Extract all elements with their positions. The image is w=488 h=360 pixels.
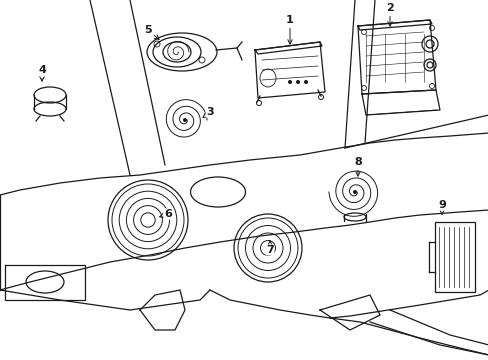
Circle shape <box>304 80 307 84</box>
Text: 6: 6 <box>160 209 172 219</box>
Circle shape <box>287 80 291 84</box>
Text: 5: 5 <box>144 25 159 40</box>
Text: 4: 4 <box>38 65 46 81</box>
Circle shape <box>183 118 186 122</box>
Text: 7: 7 <box>265 241 273 255</box>
Text: 8: 8 <box>353 157 361 176</box>
Text: 3: 3 <box>203 107 213 118</box>
Circle shape <box>295 80 299 84</box>
Text: 9: 9 <box>437 200 445 214</box>
Text: 1: 1 <box>285 15 293 44</box>
Bar <box>434 222 474 292</box>
Circle shape <box>352 190 356 194</box>
Text: 2: 2 <box>386 3 393 26</box>
